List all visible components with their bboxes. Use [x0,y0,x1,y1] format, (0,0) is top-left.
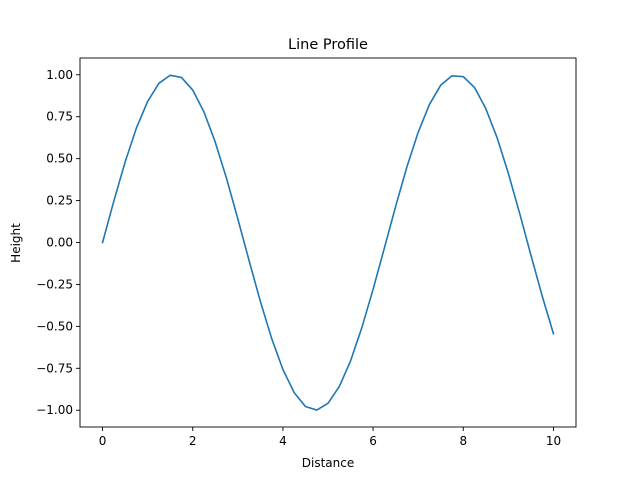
x-axis-label: Distance [302,456,354,470]
y-tick-label: 1.00 [46,68,73,82]
y-tick-label: −0.50 [36,319,73,333]
x-tick-label: 2 [189,434,197,448]
x-tick-label: 10 [546,434,561,448]
y-tick-label: −0.75 [36,361,73,375]
y-tick-label: −1.00 [36,403,73,417]
plot-area: 0 2 4 6 8 10 −1.00 −0.75 −0.50 −0.25 0.00 0.25 0.50 0… [36,57,577,448]
x-tick-label: 4 [279,434,287,448]
y-tick-label: 0.00 [46,236,73,250]
y-tick-label: 0.25 [46,194,73,208]
y-tick-label: 0.50 [46,152,73,166]
chart-title: Line Profile [288,37,368,53]
x-tick-label: 0 [99,434,107,448]
x-tick-label: 6 [369,434,377,448]
y-axis-label: Height [9,223,23,263]
series-line-0 [101,74,555,411]
y-tick-label: 0.75 [46,110,73,124]
x-tick-label: 8 [459,434,467,448]
y-tick-label: −0.25 [36,277,73,291]
